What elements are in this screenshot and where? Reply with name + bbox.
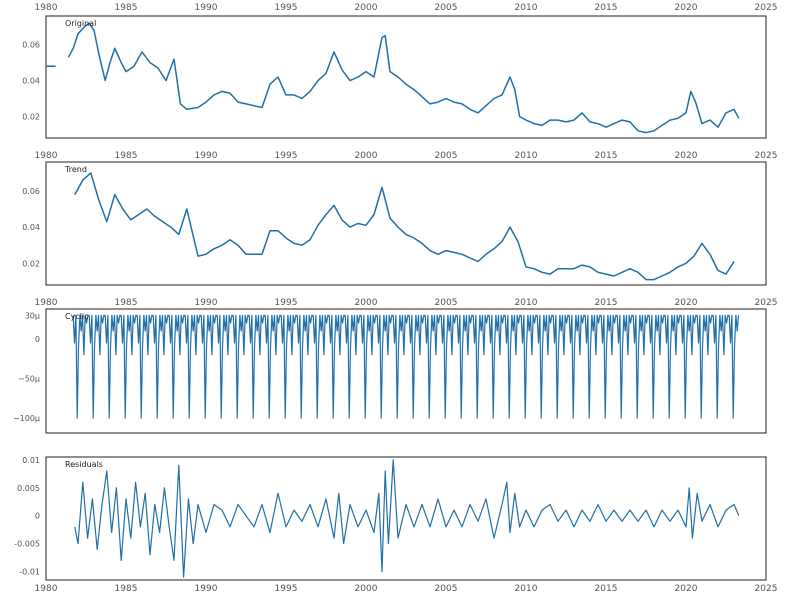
original-x-tick-label: 1985 bbox=[115, 3, 138, 13]
cyclic-x-ticks: 1980 1985 1990 1995 2000 2005 2010 2015 2020 2025 bbox=[35, 298, 778, 308]
trend-y-tick-label: 0.04 bbox=[22, 223, 40, 232]
trend-x-tick-label: 2015 bbox=[595, 151, 618, 161]
cyclic-series-line bbox=[72, 314, 740, 419]
residuals-y-tick-label: -0.005 bbox=[14, 540, 40, 549]
trend-x-tick-label: 2010 bbox=[515, 151, 538, 161]
original-panel: 1980 1985 1990 1995 2000 2005 2010 2015 2020 2025… bbox=[22, 3, 778, 139]
residuals-y-tick-label: -0.01 bbox=[19, 568, 40, 577]
cyclic-y-tick-label: 0 bbox=[35, 335, 40, 344]
trend-x-tick-label: 1995 bbox=[275, 151, 298, 161]
cyclic-panel: 1980 1985 1990 1995 2000 2005 2010 2015 2020 2025… bbox=[13, 298, 778, 434]
cyclic-x-tick-label: 2020 bbox=[675, 298, 698, 308]
trend-x-ticks: 1980 1985 1990 1995 2000 2005 2010 2015 2020 2025 bbox=[35, 151, 778, 161]
trend-x-tick-label: 1985 bbox=[115, 151, 138, 161]
cyclic-y-tick-label: −100μ bbox=[13, 414, 40, 423]
original-y-tick-label: 0.04 bbox=[22, 77, 40, 86]
residuals-y-ticks: 0.01 0.005 0 -0.005 -0.01 bbox=[14, 456, 40, 577]
original-y-tick-label: 0.06 bbox=[22, 41, 40, 50]
cyclic-plot-area bbox=[45, 308, 767, 434]
trend-y-ticks: 0.02 0.04 0.06 bbox=[22, 187, 40, 268]
original-x-tick-label: 1980 bbox=[35, 3, 58, 13]
residuals-panel-title: Residuals bbox=[65, 460, 103, 469]
residuals-plot-area bbox=[45, 456, 767, 581]
residuals-x-tick-label: 2000 bbox=[355, 584, 378, 594]
trend-x-tick-label: 1980 bbox=[35, 151, 58, 161]
residuals-x-tick-label: 1980 bbox=[35, 584, 58, 594]
residuals-x-tick-label: 2010 bbox=[515, 584, 538, 594]
original-panel-title: Original bbox=[65, 19, 96, 28]
trend-x-tick-label: 2020 bbox=[675, 151, 698, 161]
trend-x-tick-label: 2025 bbox=[755, 151, 778, 161]
original-x-tick-label: 2015 bbox=[595, 3, 618, 13]
original-x-tick-label: 1990 bbox=[195, 3, 218, 13]
cyclic-x-tick-label: 1995 bbox=[275, 298, 298, 308]
residuals-x-tick-label: 2015 bbox=[595, 584, 618, 594]
residuals-x-tick-label: 1995 bbox=[275, 584, 298, 594]
trend-x-tick-label: 2005 bbox=[435, 151, 458, 161]
residuals-y-tick-label: 0.01 bbox=[22, 456, 40, 465]
original-x-tick-label: 2020 bbox=[675, 3, 698, 13]
trend-plot-area bbox=[45, 161, 767, 286]
original-series-line bbox=[46, 22, 740, 134]
original-x-ticks: 1980 1985 1990 1995 2000 2005 2010 2015 2020 2025 bbox=[35, 3, 778, 13]
cyclic-panel-title: Cyclic bbox=[65, 312, 89, 321]
trend-panel: 1980 1985 1990 1995 2000 2005 2010 2015 2020 2025… bbox=[22, 151, 778, 286]
trend-y-tick-label: 0.06 bbox=[22, 187, 40, 196]
residuals-panel: 1980 1985 1990 1995 2000 2005 2010 2015 2020 2025… bbox=[14, 456, 777, 594]
cyclic-x-tick-label: 2015 bbox=[595, 298, 618, 308]
original-x-tick-label: 2000 bbox=[355, 3, 378, 13]
residuals-x-tick-label: 2005 bbox=[435, 584, 458, 594]
cyclic-x-tick-label: 2025 bbox=[755, 298, 778, 308]
original-y-ticks: 0.02 0.04 0.06 bbox=[22, 41, 40, 122]
residuals-x-ticks: 1980 1985 1990 1995 2000 2005 2010 2015 2020 2025 bbox=[35, 584, 778, 594]
residuals-y-tick-label: 0 bbox=[35, 512, 40, 521]
residuals-y-tick-label: 0.005 bbox=[17, 484, 40, 493]
cyclic-x-tick-label: 2005 bbox=[435, 298, 458, 308]
trend-y-tick-label: 0.02 bbox=[22, 259, 40, 268]
cyclic-x-tick-label: 1980 bbox=[35, 298, 58, 308]
trend-panel-title: Trend bbox=[64, 165, 87, 174]
residuals-x-tick-label: 1990 bbox=[195, 584, 218, 594]
residuals-x-tick-label: 2020 bbox=[675, 584, 698, 594]
cyclic-x-tick-label: 1985 bbox=[115, 298, 138, 308]
original-x-tick-label: 1995 bbox=[275, 3, 298, 13]
cyclic-x-tick-label: 2000 bbox=[355, 298, 378, 308]
original-x-tick-label: 2005 bbox=[435, 3, 458, 13]
residuals-x-tick-label: 2025 bbox=[755, 584, 778, 594]
residuals-x-tick-label: 1985 bbox=[115, 584, 138, 594]
cyclic-y-tick-label: 30μ bbox=[25, 311, 40, 320]
original-y-tick-label: 0.02 bbox=[22, 112, 40, 121]
cyclic-y-tick-label: −50μ bbox=[18, 375, 40, 384]
trend-series-line bbox=[74, 172, 735, 281]
original-plot-area bbox=[45, 15, 767, 139]
trend-x-tick-label: 1990 bbox=[195, 151, 218, 161]
cyclic-x-tick-label: 1990 bbox=[195, 298, 218, 308]
cyclic-x-tick-label: 2010 bbox=[515, 298, 538, 308]
trend-x-tick-label: 2000 bbox=[355, 151, 378, 161]
original-x-tick-label: 2025 bbox=[755, 3, 778, 13]
original-x-tick-label: 2010 bbox=[515, 3, 538, 13]
residuals-series-line bbox=[74, 459, 740, 578]
cyclic-y-ticks: 30μ 0 −50μ −100μ bbox=[13, 311, 40, 423]
